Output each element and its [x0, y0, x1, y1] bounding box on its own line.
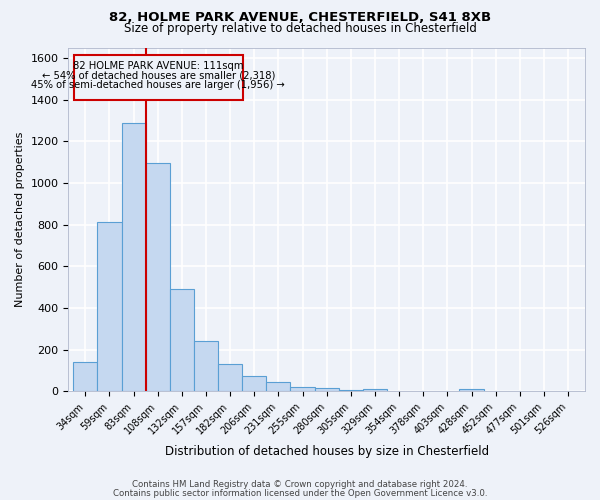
- Bar: [218, 364, 242, 392]
- Bar: [363, 389, 387, 392]
- Text: Size of property relative to detached houses in Chesterfield: Size of property relative to detached ho…: [124, 22, 476, 35]
- Y-axis label: Number of detached properties: Number of detached properties: [15, 132, 25, 307]
- Text: 82 HOLME PARK AVENUE: 111sqm: 82 HOLME PARK AVENUE: 111sqm: [73, 61, 244, 71]
- Bar: [146, 163, 170, 392]
- FancyBboxPatch shape: [74, 55, 242, 100]
- Bar: [314, 388, 339, 392]
- Bar: [73, 362, 97, 392]
- Bar: [290, 387, 314, 392]
- Text: Contains HM Land Registry data © Crown copyright and database right 2024.: Contains HM Land Registry data © Crown c…: [132, 480, 468, 489]
- Bar: [170, 290, 194, 392]
- Text: Contains public sector information licensed under the Open Government Licence v3: Contains public sector information licen…: [113, 488, 487, 498]
- Text: 82, HOLME PARK AVENUE, CHESTERFIELD, S41 8XB: 82, HOLME PARK AVENUE, CHESTERFIELD, S41…: [109, 11, 491, 24]
- Text: ← 54% of detached houses are smaller (2,318): ← 54% of detached houses are smaller (2,…: [41, 70, 275, 81]
- Bar: [194, 342, 218, 392]
- Bar: [339, 390, 363, 392]
- X-axis label: Distribution of detached houses by size in Chesterfield: Distribution of detached houses by size …: [164, 444, 489, 458]
- Bar: [97, 222, 122, 392]
- Text: 45% of semi-detached houses are larger (1,956) →: 45% of semi-detached houses are larger (…: [31, 80, 285, 90]
- Bar: [242, 376, 266, 392]
- Bar: [460, 390, 484, 392]
- Bar: [122, 122, 146, 392]
- Bar: [266, 382, 290, 392]
